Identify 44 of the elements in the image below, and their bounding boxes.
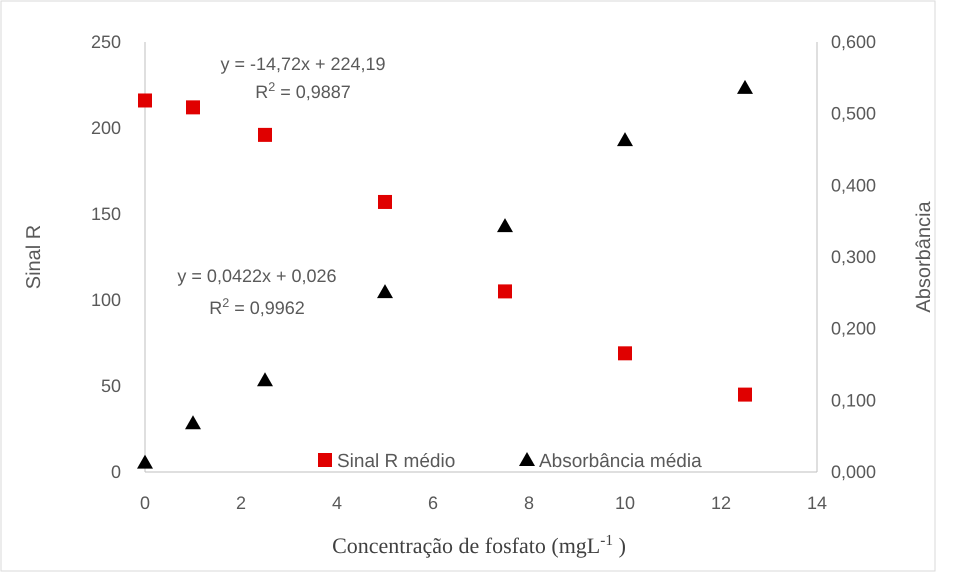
y2-tick-label: 0,200 (831, 318, 876, 339)
y2-tick-label: 0,300 (831, 247, 876, 267)
annotation: y = -14,72x + 224,19 (220, 54, 386, 74)
point (377, 284, 393, 298)
x-tick-label: 0 (140, 493, 150, 513)
y2-tick-label: 0,400 (831, 175, 876, 196)
y-tick-label: 50 (100, 376, 121, 396)
annotation: R$^{2}$ = 0,9962 (209, 296, 305, 318)
legend-label: Sinal R médio (337, 451, 456, 472)
y-tick-label: 100 (90, 290, 121, 310)
y2-tick-label: 0,600 (831, 32, 876, 52)
y-axis-title: Sinal R (23, 224, 45, 290)
annotation: R$^{2}$ = 0,9887 (255, 80, 351, 102)
annotation: y = 0,0422x + 0,026 (177, 266, 337, 286)
point (258, 128, 272, 142)
x-tick-label: 6 (428, 493, 438, 513)
x-tick-label: 12 (710, 493, 732, 513)
point (185, 415, 201, 430)
point (138, 93, 152, 108)
y2-tick-label: 0,100 (831, 390, 876, 410)
x-tick-label: 2 (236, 493, 246, 513)
x-tick-label: 14 (806, 493, 828, 513)
point (738, 388, 752, 402)
point (378, 194, 392, 209)
x-axis-title: Concentração de fosfato (mgL$^{-1}$ ) (332, 532, 626, 558)
point (737, 80, 753, 94)
y-tick-label: 250 (90, 32, 121, 52)
y2-tick-label: 0,000 (831, 462, 876, 482)
point (617, 132, 633, 146)
point (498, 284, 512, 298)
y2-tick-label: 0,500 (831, 104, 876, 124)
point (497, 218, 513, 232)
legend-label: Absorbância média (539, 451, 702, 472)
y-tick-label: 200 (90, 118, 121, 138)
x-tick-label: 8 (524, 493, 534, 513)
x-tick-label: 10 (614, 493, 636, 513)
x-tick-label: 4 (332, 493, 342, 513)
y2-axis-title: Absorbância (913, 200, 935, 313)
point (137, 454, 153, 469)
point (618, 346, 632, 360)
y-tick-label: 150 (90, 204, 121, 224)
point (186, 100, 200, 114)
point (257, 372, 273, 386)
y-tick-label: 0 (110, 462, 121, 482)
